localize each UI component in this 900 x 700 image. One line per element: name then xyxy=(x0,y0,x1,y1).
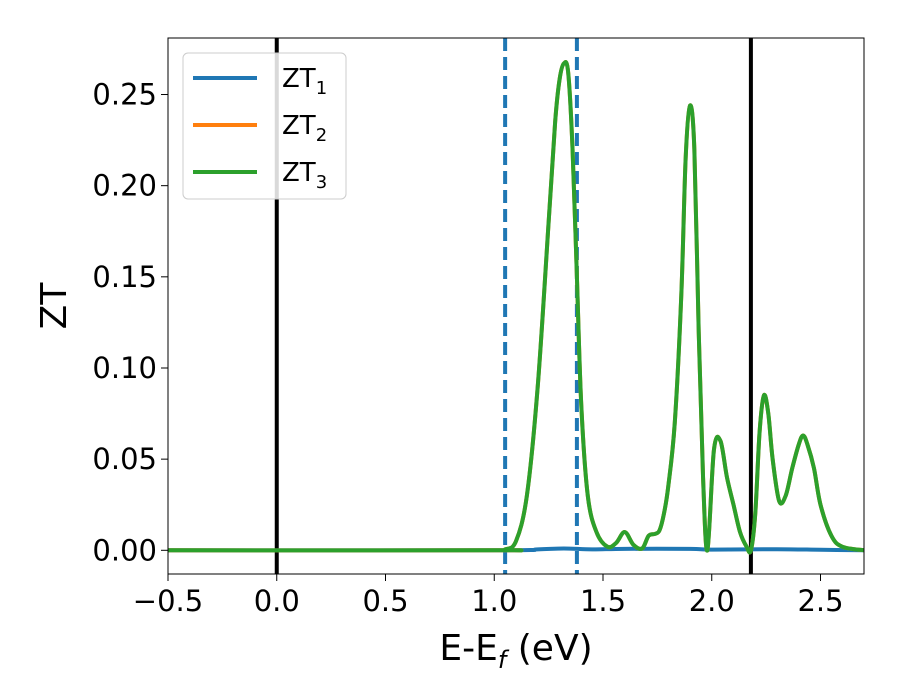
y-tick-label: 0.05 xyxy=(92,442,157,476)
x-axis-ticks: −0.5 0.0 0.5 1.0 1.5 2.0 2.5 xyxy=(133,574,844,618)
x-axis-label: E-Ef (eV) xyxy=(439,628,592,674)
y-tick-label: 0.15 xyxy=(92,260,157,294)
legend-label-zt3: ZT3 xyxy=(282,158,327,193)
x-tick-label: 1.0 xyxy=(471,584,517,618)
legend: ZT1 ZT2 ZT3 xyxy=(182,52,347,200)
y-tick-label: 0.00 xyxy=(92,533,157,567)
y-axis-ticks: 0.00 0.05 0.10 0.15 0.20 0.25 xyxy=(92,78,168,567)
plot-frame xyxy=(167,37,865,575)
x-tick-label: 0.0 xyxy=(254,584,300,618)
y-tick-label: 0.25 xyxy=(92,78,157,112)
x-tick-label: 2.5 xyxy=(797,584,843,618)
y-tick-label: 0.20 xyxy=(92,169,157,203)
y-axis-label: ZT xyxy=(34,282,75,330)
x-tick-label: 1.5 xyxy=(580,584,626,618)
x-tick-label: −0.5 xyxy=(133,584,203,618)
legend-label-zt1: ZT1 xyxy=(282,64,327,99)
legend-box xyxy=(182,52,347,200)
legend-label-zt2: ZT2 xyxy=(282,111,327,146)
x-tick-label: 0.5 xyxy=(362,584,408,618)
x-tick-label: 2.0 xyxy=(689,584,735,618)
y-tick-label: 0.10 xyxy=(92,351,157,385)
series-line-zt3 xyxy=(168,60,864,555)
series-group xyxy=(168,60,864,555)
